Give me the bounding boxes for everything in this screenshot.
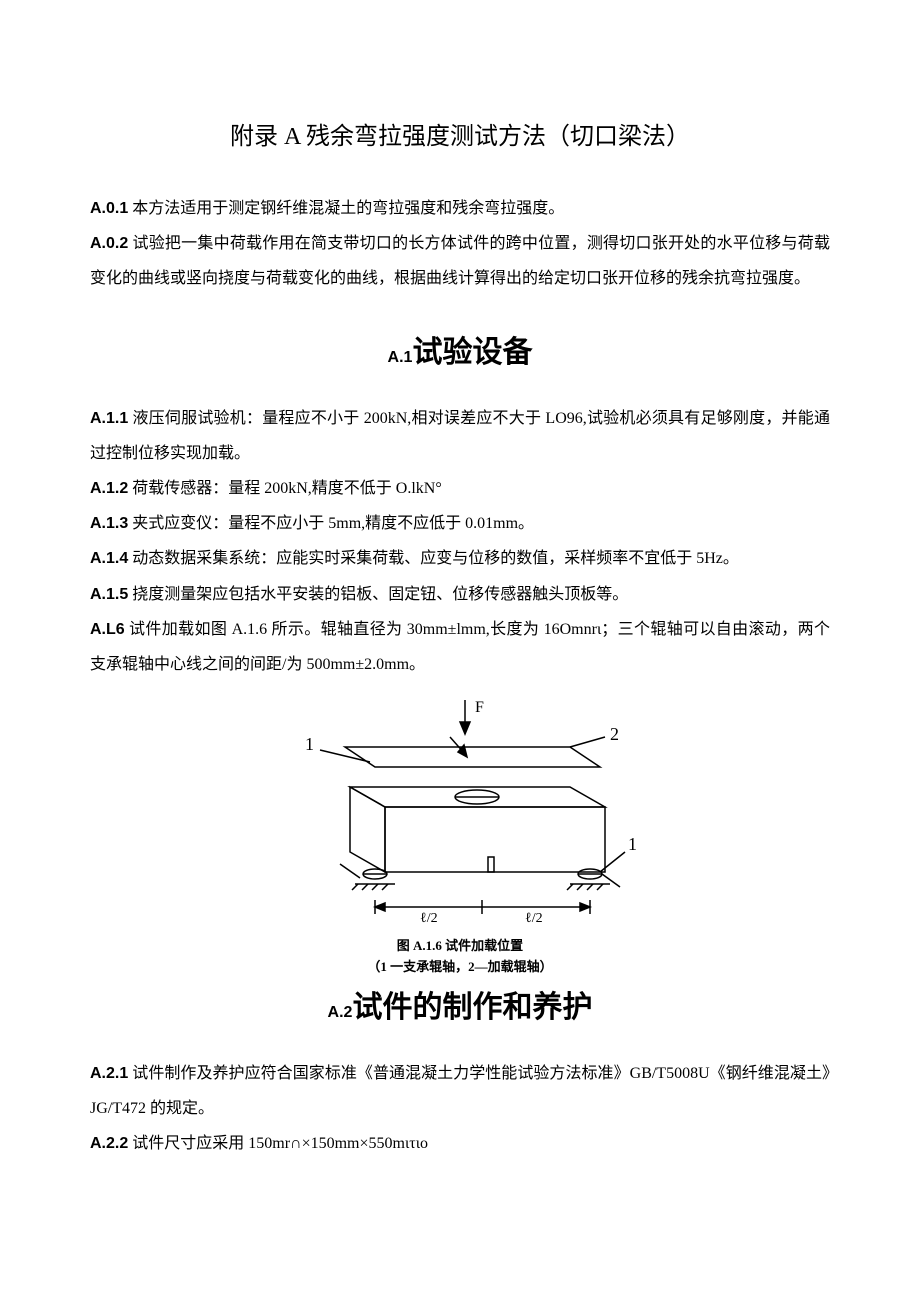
clause-text: 动态数据采集系统：应能实时采集荷载、应变与位移的数值，采样频率不宜低于 5Hz。 xyxy=(128,550,739,567)
clause-text: 试件制作及养护应符合国家标准《普通混凝土力学性能试验方法标准》GB/T5008U… xyxy=(90,1065,830,1117)
para-a14: A.1.4 动态数据采集系统：应能实时采集荷载、应变与位移的数值，采样频率不宜低… xyxy=(90,541,830,576)
section-prefix: A.2 xyxy=(328,1004,353,1021)
section-prefix: A.1 xyxy=(388,349,413,366)
force-label: F xyxy=(475,699,484,716)
clause-text: 夹式应变仪：量程不应小于 5mm,精度不应低于 0.01mm。 xyxy=(128,515,534,532)
section-a2-title: A.2试件的制作和养护 xyxy=(90,982,830,1026)
clause-text: 试件加载如图 A.1.6 所示。辊轴直径为 30mm±lmm,长度为 16Omn… xyxy=(90,621,830,673)
clause-number: A.L6 xyxy=(90,621,125,638)
para-a22: A.2.2 试件尺寸应采用 150mr∩×150mm×550mιτιo xyxy=(90,1126,830,1161)
para-a11: A.1.1 液压伺服试验机：量程应不小于 200kN,相对误差应不大于 LO96… xyxy=(90,401,830,471)
clause-number: A.2.2 xyxy=(90,1135,128,1152)
fig-label-1b: 1 xyxy=(628,834,637,854)
clause-number: A.0.1 xyxy=(90,200,128,217)
para-a02: A.0.2 试验把一集中荷载作用在简支带切口的长方体试件的跨中位置，测得切口张开… xyxy=(90,226,830,296)
section-a1-title: A.1试验设备 xyxy=(90,327,830,371)
clause-text: 试件尺寸应采用 150mr∩×150mm×550mιτιo xyxy=(128,1135,428,1152)
fig-caption-line1: 图 A.1.6 试件加载位置 xyxy=(397,938,523,953)
clause-number: A.1.5 xyxy=(90,586,128,603)
clause-number: A.0.2 xyxy=(90,235,128,252)
clause-number: A.2.1 xyxy=(90,1065,128,1082)
figure-a16: F 1 2 xyxy=(90,692,830,978)
fig-label-1: 1 xyxy=(305,734,314,754)
fig-label-2: 2 xyxy=(610,724,619,744)
dim-left: ℓ/2 xyxy=(420,911,438,926)
document-page: 附录 A 残余弯拉强度测试方法（切口梁法） A.0.1 本方法适用于测定钢纤维混… xyxy=(0,0,920,1221)
clause-number: A.1.3 xyxy=(90,515,128,532)
dim-right: ℓ/2 xyxy=(525,911,543,926)
para-a12: A.1.2 荷载传感器：量程 200kN,精度不低于 O.lkN° xyxy=(90,471,830,506)
para-a01: A.0.1 本方法适用于测定钢纤维混凝土的弯拉强度和残余弯拉强度。 xyxy=(90,191,830,226)
fig-caption-line2: （1 一支承辊轴，2—加载辊轴） xyxy=(367,959,552,974)
figure-caption: 图 A.1.6 试件加载位置 （1 一支承辊轴，2—加载辊轴） xyxy=(90,936,830,978)
appendix-title: 附录 A 残余弯拉强度测试方法（切口梁法） xyxy=(90,116,830,151)
section-heading: 试验设备 xyxy=(412,336,532,369)
clause-text: 本方法适用于测定钢纤维混凝土的弯拉强度和残余弯拉强度。 xyxy=(128,200,564,217)
clause-number: A.1.1 xyxy=(90,410,128,427)
clause-text: 试验把一集中荷载作用在简支带切口的长方体试件的跨中位置，测得切口张开处的水平位移… xyxy=(90,235,830,287)
clause-number: A.1.2 xyxy=(90,480,128,497)
clause-text: 荷载传感器：量程 200kN,精度不低于 O.lkN° xyxy=(128,480,442,497)
para-a15: A.1.5 挠度测量架应包括水平安装的铝板、固定钮、位移传感器触头顶板等。 xyxy=(90,577,830,612)
clause-text: 液压伺服试验机：量程应不小于 200kN,相对误差应不大于 LO96,试验机必须… xyxy=(90,410,830,462)
loading-diagram: F 1 2 xyxy=(270,692,650,932)
clause-text: 挠度测量架应包括水平安装的铝板、固定钮、位移传感器触头顶板等。 xyxy=(128,586,628,603)
para-a16: A.L6 试件加载如图 A.1.6 所示。辊轴直径为 30mm±lmm,长度为 … xyxy=(90,612,830,682)
para-a13: A.1.3 夹式应变仪：量程不应小于 5mm,精度不应低于 0.01mm。 xyxy=(90,506,830,541)
para-a21: A.2.1 试件制作及养护应符合国家标准《普通混凝土力学性能试验方法标准》GB/… xyxy=(90,1056,830,1126)
clause-number: A.1.4 xyxy=(90,550,128,567)
section-heading: 试件的制作和养护 xyxy=(352,991,592,1024)
